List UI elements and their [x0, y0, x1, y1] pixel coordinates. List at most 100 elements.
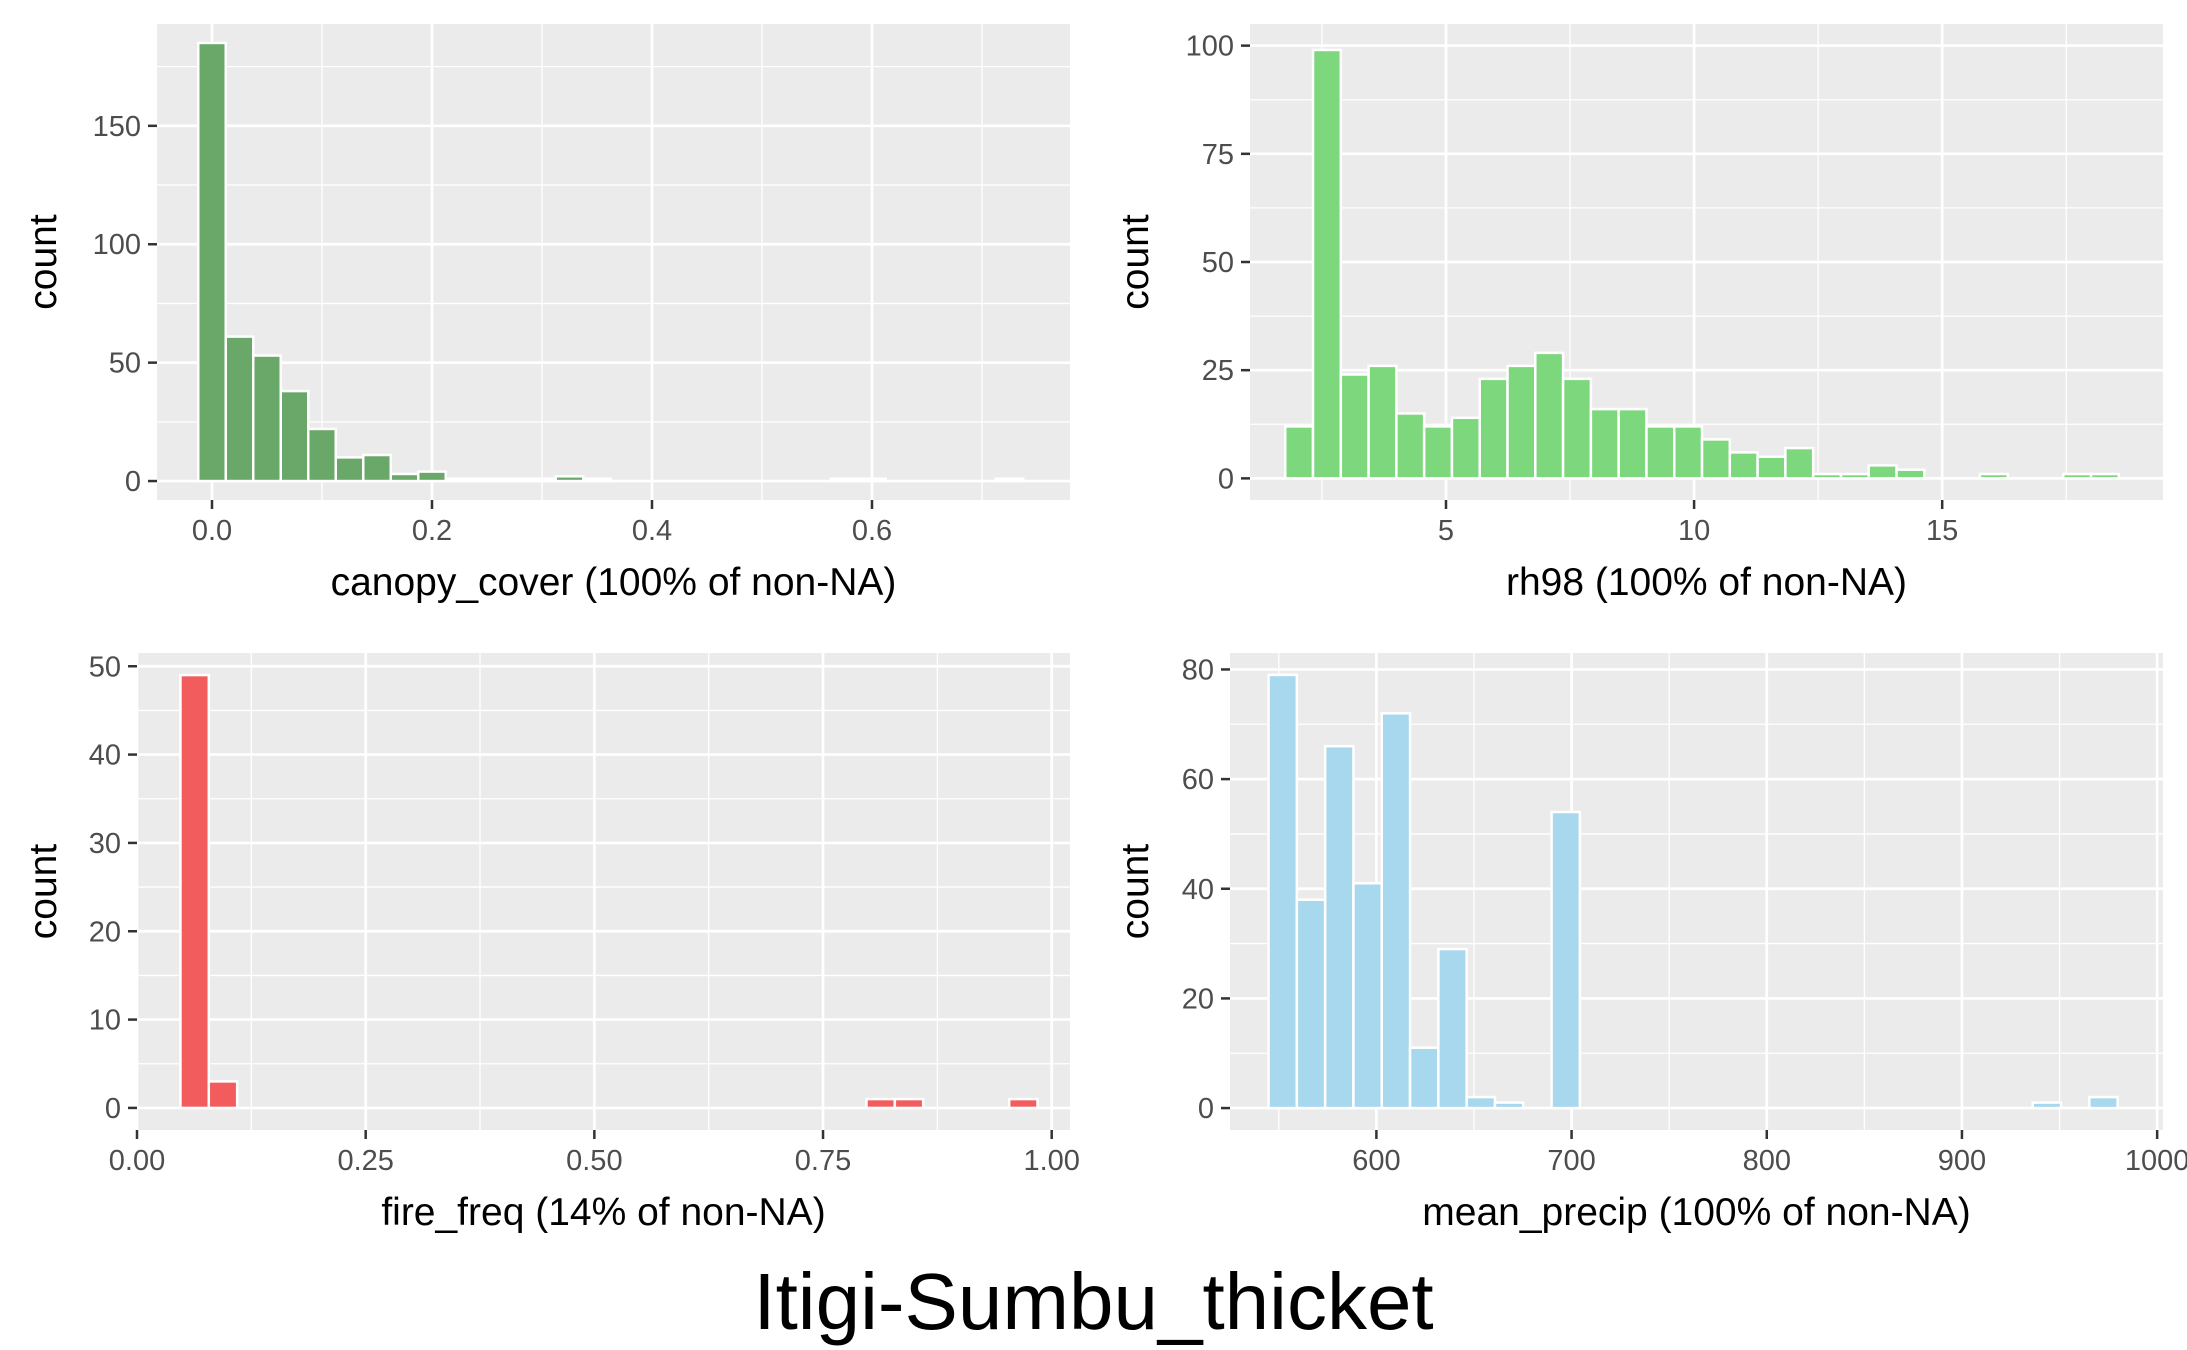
histogram-bar — [1311, 48, 1343, 480]
y-axis-title: count — [22, 844, 65, 940]
histogram-bar — [334, 456, 365, 483]
x-tick-label: 10 — [1678, 515, 1710, 547]
y-tick-label: 50 — [1202, 247, 1234, 279]
y-tick-label: 100 — [93, 229, 141, 261]
histogram-bar — [1534, 351, 1565, 480]
y-axis-title: count — [1114, 214, 1157, 310]
histogram-bar — [893, 1097, 925, 1110]
y-tick-label: 40 — [89, 740, 121, 772]
histogram-bar — [1756, 455, 1787, 480]
panel-fire: 0.00 0.25 0.50 0.75 1.00 0 10 20 30 40 50 fire_freq… — [22, 651, 1080, 1234]
histogram-bar — [857, 477, 887, 483]
histogram-bar — [1645, 425, 1676, 480]
histogram-bar — [1728, 451, 1759, 480]
histogram-bar — [1295, 898, 1327, 1110]
histogram-bar — [1561, 377, 1593, 480]
figure-title: Itigi-Sumbu_thicket — [753, 1257, 1434, 1346]
x-axis-title: rh98 (100% of non-NA) — [1506, 561, 1907, 604]
x-tick-label: 900 — [1938, 1145, 1986, 1177]
histogram-bar — [389, 472, 420, 483]
x-tick-label: 600 — [1352, 1145, 1400, 1177]
y-tick-label: 50 — [89, 651, 121, 683]
histogram-bar — [417, 470, 447, 483]
x-tick-label: 1.00 — [1023, 1145, 1079, 1177]
histogram-bar — [1283, 425, 1315, 480]
x-tick-label: 1000 — [2125, 1145, 2187, 1177]
histogram-bar — [2031, 1101, 2063, 1110]
y-tick-label: 150 — [93, 111, 141, 143]
histogram-bar — [1978, 472, 2009, 480]
histogram-bar — [1339, 373, 1370, 480]
x-axis-title: canopy_cover (100% of non-NA) — [331, 561, 897, 604]
panel-canopy: 0.0 0.2 0.4 0.6 0 50 100 150 canopy_cover (100% … — [22, 24, 1070, 604]
x-tick-label: 5 — [1438, 515, 1454, 547]
histogram-bar — [307, 427, 337, 483]
histogram-bar — [1672, 425, 1704, 480]
histogram-bar — [1700, 438, 1732, 480]
x-tick-label: 0.75 — [795, 1145, 851, 1177]
x-tick-label: 0.25 — [337, 1145, 393, 1177]
y-tick-label: 100 — [1186, 31, 1234, 63]
histogram-bar — [1811, 472, 1843, 480]
histogram-bar — [197, 41, 227, 483]
y-tick-label: 25 — [1202, 355, 1234, 387]
histogram-bar — [279, 389, 310, 483]
histogram-bar — [582, 477, 612, 483]
histogram-bar — [829, 477, 860, 483]
histogram-bar — [1465, 1095, 1497, 1110]
histogram-bar — [1839, 472, 1871, 480]
y-tick-label: 30 — [89, 828, 121, 860]
histogram-bar — [1784, 446, 1815, 480]
y-tick-label: 75 — [1202, 139, 1234, 171]
histogram-bar — [1352, 882, 1384, 1110]
y-tick-label: 0 — [105, 1093, 121, 1125]
y-tick-label: 80 — [1182, 654, 1214, 686]
x-tick-label: 0.4 — [632, 515, 672, 547]
histogram-bar — [224, 335, 255, 483]
histogram-bar — [1437, 947, 1468, 1110]
histogram-bar — [499, 477, 530, 483]
y-tick-label: 0 — [125, 466, 141, 498]
x-tick-label: 0.6 — [852, 515, 892, 547]
histogram-bar — [1422, 425, 1454, 480]
histogram-bar — [1478, 377, 1509, 480]
x-tick-label: 0.2 — [412, 515, 452, 547]
x-tick-label: 800 — [1743, 1145, 1791, 1177]
histogram-bar — [1450, 416, 1481, 480]
panel-rh98: 5 10 15 0 25 50 75 100 rh98 (100% of non-NA) coun… — [1114, 24, 2163, 604]
histogram-bar — [994, 477, 1025, 483]
histogram-bar — [1493, 1101, 1525, 1110]
histogram-bar — [1506, 364, 1537, 480]
y-tick-label: 10 — [89, 1005, 121, 1037]
x-tick-label: 700 — [1547, 1145, 1595, 1177]
x-tick-label: 0.50 — [566, 1145, 622, 1177]
x-axis-title: mean_precip (100% of non-NA) — [1422, 1191, 1970, 1234]
x-tick-label: 15 — [1926, 515, 1958, 547]
histogram-bar — [527, 477, 557, 483]
x-tick-label: 0.00 — [109, 1145, 165, 1177]
y-tick-label: 50 — [109, 348, 141, 380]
x-tick-label: 0.0 — [192, 515, 232, 547]
histogram-bar — [1408, 1046, 1440, 1110]
plot-background — [137, 653, 1070, 1130]
y-tick-label: 60 — [1182, 764, 1214, 796]
histogram-bar — [865, 1097, 897, 1110]
histogram-bar — [1267, 673, 1299, 1110]
histogram-bar — [1395, 412, 1426, 480]
histogram-bar — [1367, 364, 1398, 480]
histogram-bar — [554, 475, 585, 483]
histogram-bar — [252, 354, 282, 483]
histogram-bar — [2089, 472, 2121, 480]
histogram-bar — [1007, 1097, 1039, 1110]
y-tick-label: 0 — [1198, 1093, 1214, 1125]
panel-precip: 600 700 800 900 1000 0 20 40 60 80 mean_precip (10… — [1114, 653, 2187, 1234]
histogram-bar — [2062, 472, 2093, 480]
y-tick-label: 40 — [1182, 874, 1214, 906]
histogram-bar — [472, 477, 502, 483]
x-axis-title: fire_freq (14% of non-NA) — [381, 1191, 825, 1234]
histogram-bar — [207, 1080, 239, 1110]
y-tick-label: 0 — [1218, 463, 1234, 495]
histogram-bar — [2088, 1095, 2119, 1110]
y-tick-label: 20 — [89, 916, 121, 948]
